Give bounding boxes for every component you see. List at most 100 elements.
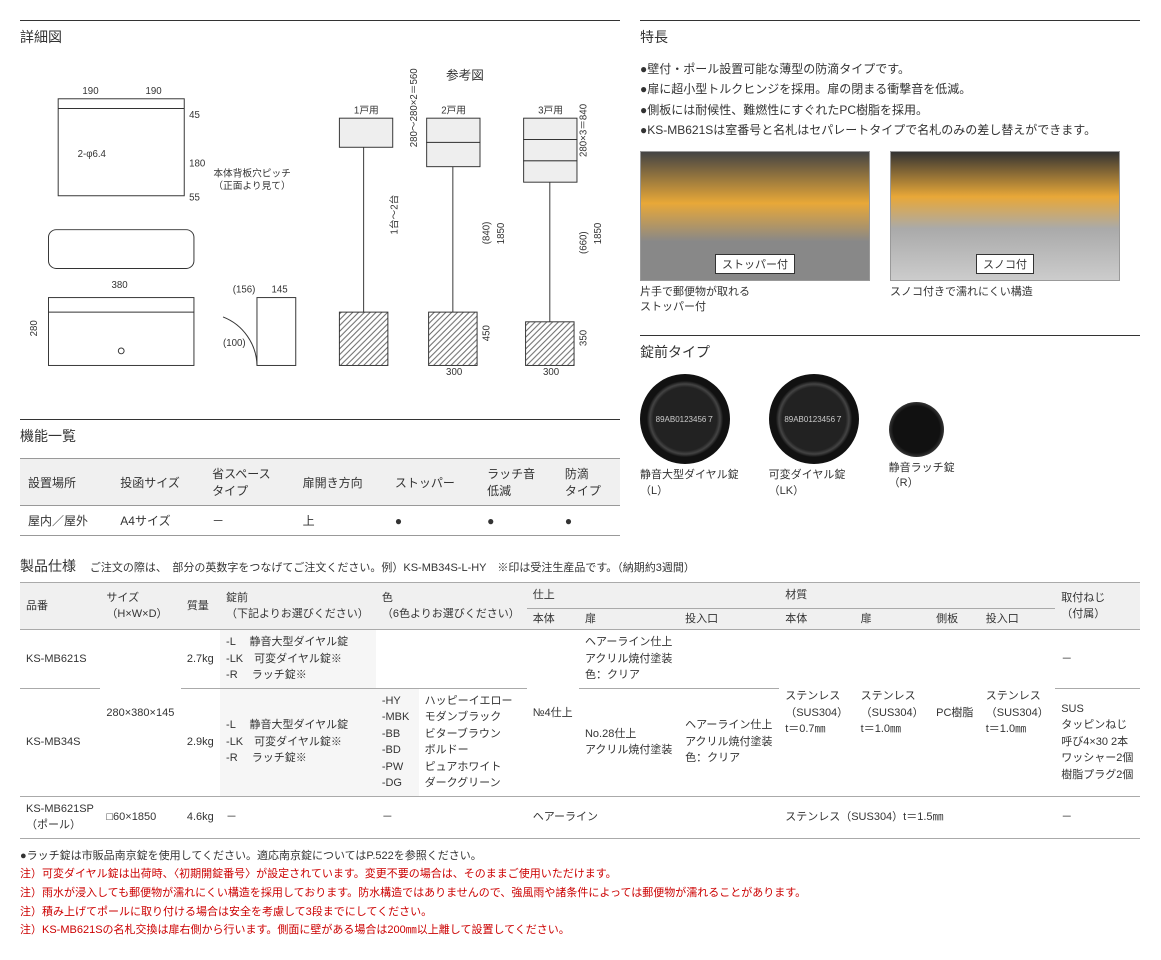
func-d2: A4サイズ xyxy=(112,506,204,536)
function-table: 設置場所 投函サイズ 省スペース タイプ 扉開き方向 ストッパー ラッチ音 低減… xyxy=(20,458,620,536)
func-d3: － xyxy=(204,506,295,536)
svg-text:190: 190 xyxy=(82,86,99,97)
feature-item: 壁付・ポール設置可能な薄型の防滴タイプです。 xyxy=(640,59,1140,79)
note-item: 注）積み上げてポールに取り付ける場合は安全を考慮して3段までにしてください。 xyxy=(20,903,1141,922)
r3-weight: 4.6kg xyxy=(181,796,220,838)
svg-text:1台～2台: 1台～2台 xyxy=(388,195,401,235)
func-d1: 屋内／屋外 xyxy=(20,506,112,536)
func-h6: ラッチ音 低減 xyxy=(479,459,557,506)
right-column: 特長 壁付・ポール設置可能な薄型の防滴タイプです。 扉に超小型トルクヒンジを採用… xyxy=(640,20,1140,536)
sh-name: 品番 xyxy=(20,583,100,630)
r2-lock: -L 静音大型ダイヤル錠 -LK 可変ダイヤル錠※ -R ラッチ錠※ xyxy=(220,688,376,796)
shs-f3: 投入口 xyxy=(679,608,779,630)
svg-text:280×3＝840: 280×3＝840 xyxy=(579,103,590,157)
sh-lock: 錠前 （下記よりお選びください） xyxy=(220,583,376,630)
features-list: 壁付・ポール設置可能な薄型の防滴タイプです。 扉に超小型トルクヒンジを採用。扉の… xyxy=(640,59,1140,141)
feature-item: KS-MB621Sは室番号と名札はセパレートタイプで名札のみの差し替えができます… xyxy=(640,120,1140,140)
spec-header-row: 品番 サイズ （H×W×D） 質量 錠前 （下記よりお選びください） 色 （6色… xyxy=(20,583,1140,609)
func-h4: 扉開き方向 xyxy=(295,459,387,506)
svg-text:1850: 1850 xyxy=(496,222,507,244)
svg-text:(156): (156) xyxy=(233,285,256,296)
lock-1-caption: 静音大型ダイヤル錠 （L） xyxy=(640,468,739,499)
note-item: 注）KS-MB621Sの名札交換は扉右側から行います。側面に壁がある場合は200… xyxy=(20,921,1141,940)
svg-text:380: 380 xyxy=(112,280,129,291)
r1-color xyxy=(376,630,527,689)
note-item: 注）可変ダイヤル錠は出荷時、〈初期開錠番号〉が設定されています。変更不要の場合は… xyxy=(20,865,1141,884)
left-column: 詳細図 190 190 45 180 55 2-φ6.4 本体背板穴ピッチ （正… xyxy=(20,20,620,536)
sh-color: 色 （6色よりお選びください） xyxy=(376,583,527,630)
svg-text:(840): (840) xyxy=(482,222,493,245)
lock-dial-icon: 89AB0123456７ xyxy=(640,374,730,464)
func-title: 機能一覧 xyxy=(20,419,620,450)
r1-mat-door: ステンレス （SUS304） t＝1.0㎜ xyxy=(855,630,930,797)
main-container: 詳細図 190 190 45 180 55 2-φ6.4 本体背板穴ピッチ （正… xyxy=(20,20,1141,536)
svg-text:1850: 1850 xyxy=(593,222,604,244)
spec-note: ご注文の際は、 部分の英数字をつなげてご注文ください。例）KS-MB34S-L-… xyxy=(90,562,695,574)
shs-f1: 本体 xyxy=(527,608,579,630)
func-header-row: 設置場所 投函サイズ 省スペース タイプ 扉開き方向 ストッパー ラッチ音 低減… xyxy=(20,459,620,506)
svg-text:145: 145 xyxy=(272,285,288,296)
feature-item: 扉に超小型トルクヒンジを採用。扉の閉まる衝撃音を低減。 xyxy=(640,79,1140,99)
func-h7: 防滴 タイプ xyxy=(557,459,620,506)
spec-table: 品番 サイズ （H×W×D） 質量 錠前 （下記よりお選びください） 色 （6色… xyxy=(20,582,1140,839)
photo-2-caption: スノコ付きで濡れにくい構造 xyxy=(890,285,1120,300)
r1-mat-side: PC樹脂 xyxy=(930,630,980,797)
lock-title: 錠前タイプ xyxy=(640,335,1140,366)
r3-finish: ヘアーライン xyxy=(527,796,779,838)
notes: ●ラッチ錠は市販品南京錠を使用してください。適応南京錠についてはP.522を参照… xyxy=(20,847,1141,940)
lock-3-caption: 静音ラッチ錠 （R） xyxy=(889,461,955,492)
photo-1-label: ストッパー付 xyxy=(715,254,795,274)
svg-text:(100): (100) xyxy=(223,338,246,349)
shs-f2: 扉 xyxy=(579,608,679,630)
svg-text:2戸用: 2戸用 xyxy=(441,104,466,116)
func-h1: 設置場所 xyxy=(20,459,112,506)
svg-text:参考図: 参考図 xyxy=(446,67,484,82)
detail-title: 詳細図 xyxy=(20,20,620,51)
r1-fin-door: ヘアーライン仕上 アクリル焼付塗装 色：クリア xyxy=(579,630,779,689)
r2-color-codes: -HY -MBK -BB -BD -PW -DG xyxy=(376,688,419,796)
lock-2-caption: 可変ダイヤル錠 （LK） xyxy=(769,468,859,499)
detail-diagram: 190 190 45 180 55 2-φ6.4 本体背板穴ピッチ （正面より見… xyxy=(20,59,620,389)
r1-lock: -L 静音大型ダイヤル錠 -LK 可変ダイヤル錠※ -R ラッチ錠※ xyxy=(220,630,376,689)
r2-fin-slot: ヘアーライン仕上 アクリル焼付塗装 色：クリア xyxy=(679,688,779,796)
svg-text:280: 280 xyxy=(29,320,40,337)
svg-text:450: 450 xyxy=(482,324,493,341)
svg-text:(660): (660) xyxy=(579,231,590,254)
svg-text:190: 190 xyxy=(145,86,162,97)
func-h3: 省スペース タイプ xyxy=(204,459,295,506)
photo-2: スノコ付 xyxy=(890,151,1120,281)
svg-text:280～280×2＝560: 280～280×2＝560 xyxy=(409,68,420,148)
func-d7: ● xyxy=(557,506,620,536)
func-h5: ストッパー xyxy=(387,459,479,506)
r1-mat-body: ステンレス （SUS304） t＝0.7㎜ xyxy=(779,630,854,797)
r3-screw: － xyxy=(1055,796,1140,838)
svg-text:3戸用: 3戸用 xyxy=(538,104,563,116)
spec-row-3: KS-MB621SP （ポール） □60×1850 4.6kg － － ヘアーラ… xyxy=(20,796,1140,838)
lock-1: 89AB0123456７ 静音大型ダイヤル錠 （L） xyxy=(640,374,739,499)
feature-item: 側板には耐候性、難燃性にすぐれたPC樹脂を採用。 xyxy=(640,100,1140,120)
func-h2: 投函サイズ xyxy=(112,459,204,506)
note-item: 注）雨水が浸入しても郵便物が濡れにくい構造を採用しております。防水構造ではありま… xyxy=(20,884,1141,903)
shs-m4: 投入口 xyxy=(980,608,1055,630)
photo-1-caption: 片手で郵便物が取れる ストッパー付 xyxy=(640,285,870,316)
svg-text:55: 55 xyxy=(189,193,200,204)
r2-fin-door: No.28仕上 アクリル焼付塗装 xyxy=(579,688,679,796)
r3-material: ステンレス（SUS304）t＝1.5㎜ xyxy=(779,796,1055,838)
svg-text:300: 300 xyxy=(446,367,463,378)
shs-m3: 側板 xyxy=(930,608,980,630)
note-item: ●ラッチ錠は市販品南京錠を使用してください。適応南京錠についてはP.522を参照… xyxy=(20,847,1141,866)
photo-1: ストッパー付 xyxy=(640,151,870,281)
svg-text:45: 45 xyxy=(189,110,200,121)
lock-dial-icon: 89AB0123456７ xyxy=(769,374,859,464)
svg-text:本体背板穴ピッチ: 本体背板穴ピッチ xyxy=(213,166,291,179)
photo-block-2: スノコ付 スノコ付きで濡れにくい構造 xyxy=(890,151,1120,316)
lock-2: 89AB0123456７ 可変ダイヤル錠 （LK） xyxy=(769,374,859,499)
func-d6: ● xyxy=(479,506,557,536)
r2-color-names: ハッピーイエロー モダンブラック ビターブラウン ボルドー ピュアホワイト ダー… xyxy=(419,688,527,796)
func-d4: 上 xyxy=(295,506,387,536)
r1-name: KS-MB621S xyxy=(20,630,100,689)
lock-3: 静音ラッチ錠 （R） xyxy=(889,382,955,492)
svg-text:350: 350 xyxy=(579,329,590,346)
shs-m2: 扉 xyxy=(855,608,930,630)
sh-material: 材質 xyxy=(779,583,1055,609)
